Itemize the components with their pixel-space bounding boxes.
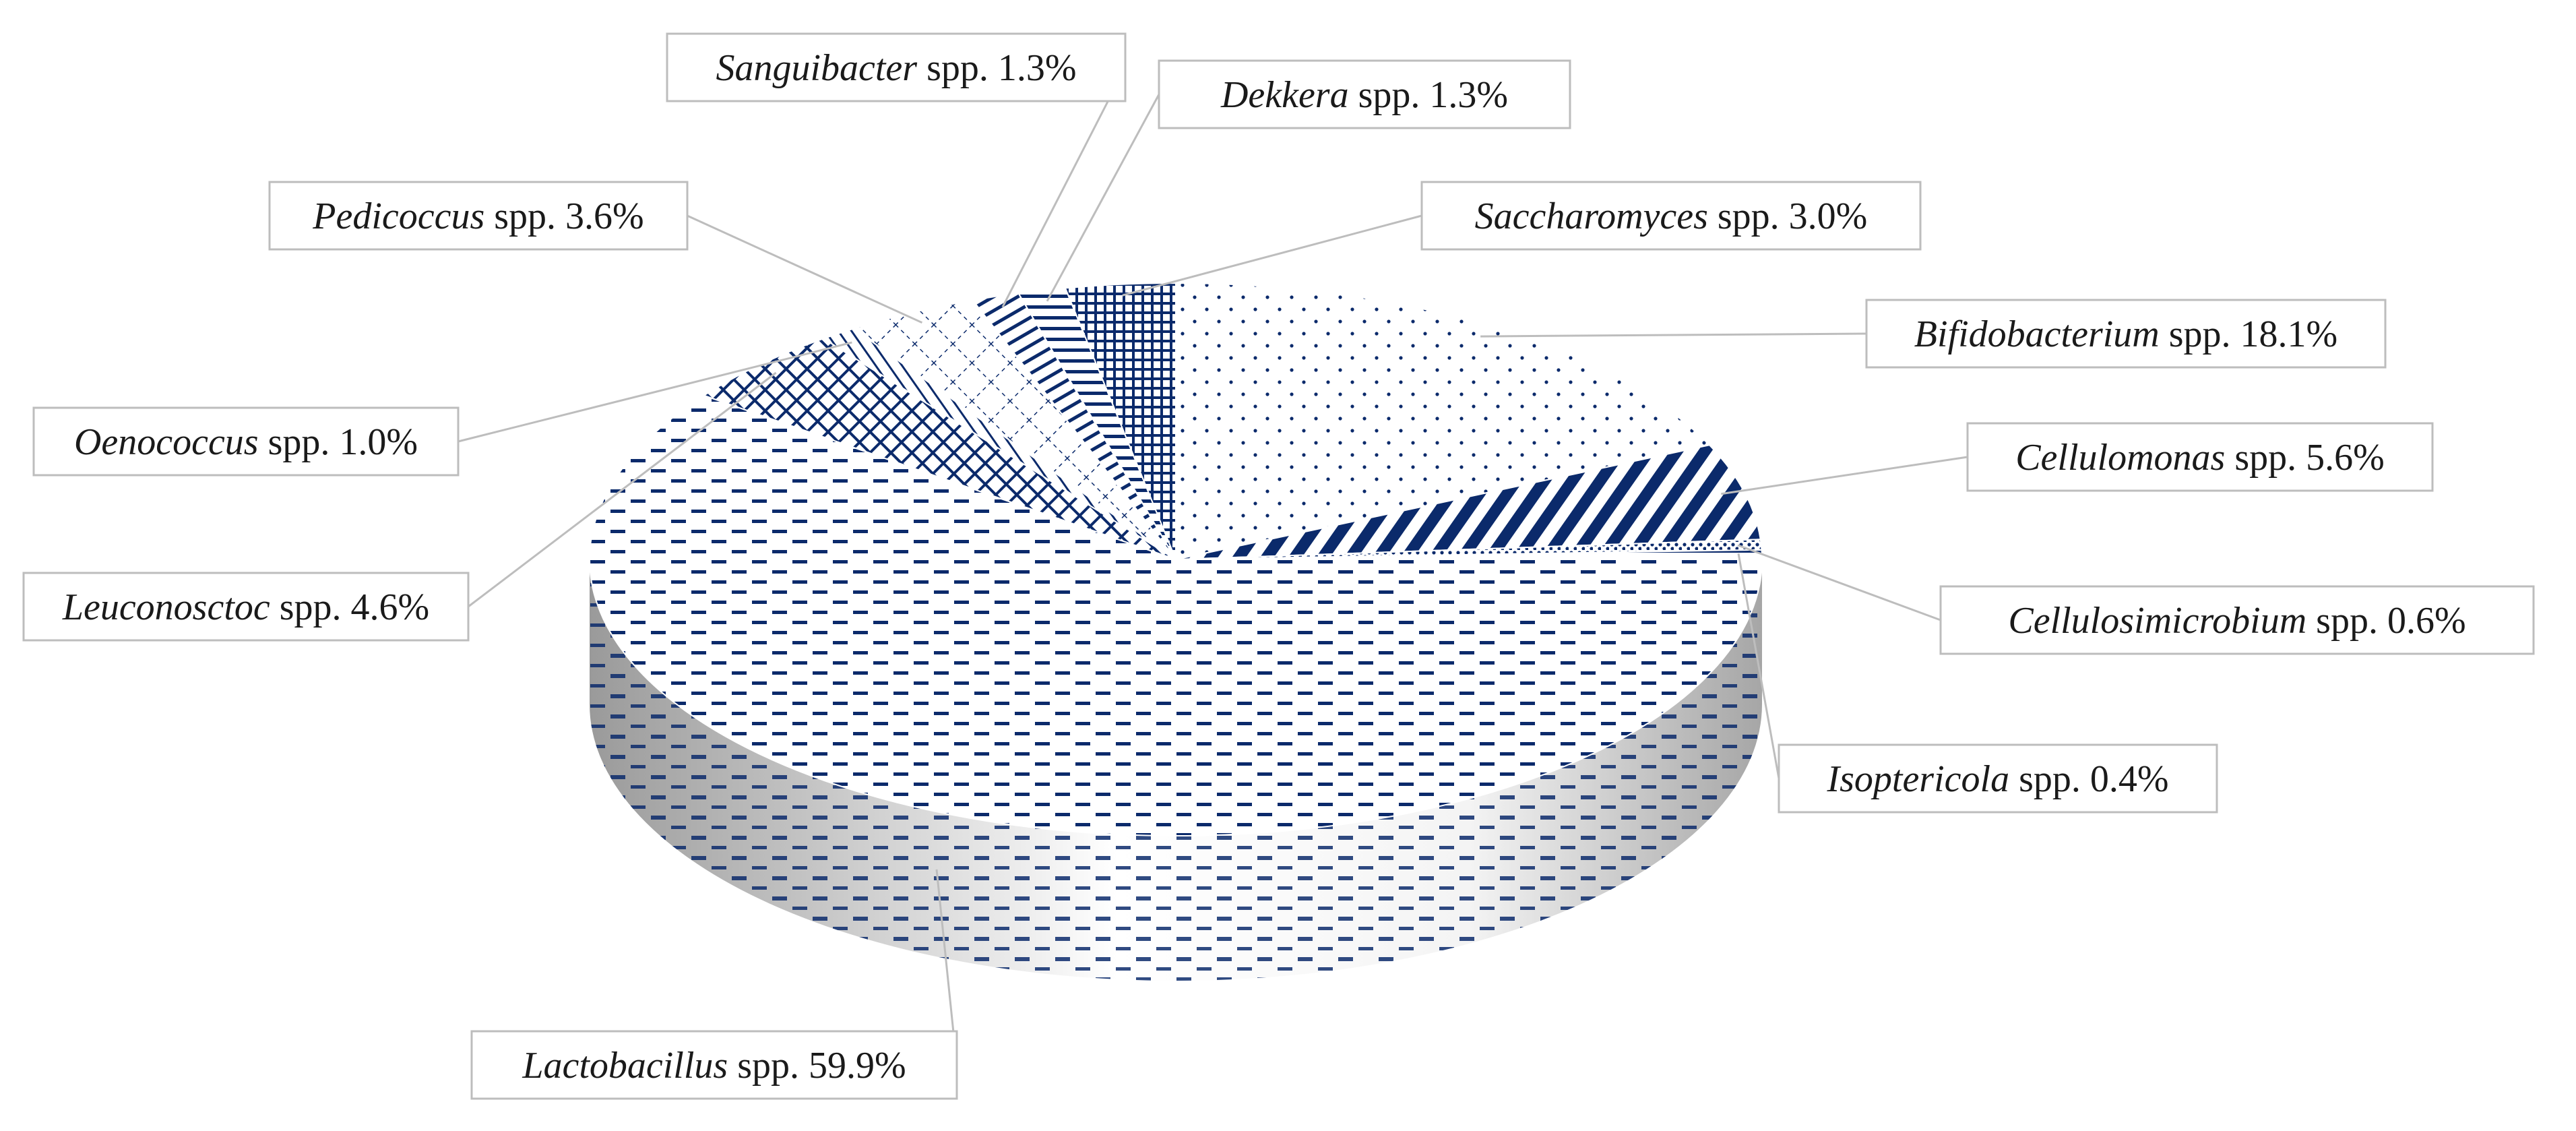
label-box-leuconosctoc <box>22 572 470 642</box>
leader-line-saccharomyces <box>1122 214 1422 297</box>
pie-slice-pedicoccus <box>852 299 1176 560</box>
slice-label-bifidobacterium: Bifidobacterium spp. 18.1% <box>1914 313 2337 355</box>
label-box-oenococcus <box>32 406 460 477</box>
slice-label-genus: Lactobacillus <box>522 1045 728 1087</box>
leader-line-dekkera <box>1046 94 1160 302</box>
slice-label-genus: Cellulomonas <box>2015 437 2225 479</box>
slice-label-genus: Saccharomyces <box>1475 195 1708 237</box>
slice-label-value: spp. 3.6% <box>484 195 643 237</box>
slice-label-genus: Dekkera <box>1220 74 1349 116</box>
leader-line-cellulosimicrobium <box>1737 544 1941 621</box>
slice-label-value: spp. 0.4% <box>2009 758 2168 800</box>
label-box-isoptericola <box>1778 743 2218 814</box>
slice-label-pedicoccus: Pedicoccus spp. 3.6% <box>312 195 643 237</box>
slice-label-value: spp. 1.3% <box>917 47 1076 89</box>
pie-slice-saccharomyces <box>1064 282 1176 560</box>
leader-line-isoptericola <box>1737 553 1780 779</box>
slice-label-genus: Bifidobacterium <box>1914 313 2160 355</box>
slice-label-value: spp. 59.9% <box>728 1045 906 1087</box>
slice-label-value: spp. 1.3% <box>1349 74 1508 116</box>
slice-label-value: spp. 5.6% <box>2225 437 2384 479</box>
slice-label-oenococcus: Oenococcus spp. 1.0% <box>74 421 418 463</box>
label-box-pedicoccus <box>268 181 689 251</box>
label-box-lactobacillus <box>470 1030 958 1100</box>
slice-label-genus: Pedicoccus <box>312 195 484 237</box>
slice-label-cellulosimicrobium: Cellulosimicrobium spp. 0.6% <box>2008 600 2465 642</box>
pie-top <box>589 282 1763 836</box>
leader-line-cellulomonas <box>1721 456 1968 495</box>
label-box-sanguibacter <box>666 32 1127 102</box>
slice-label-value: spp. 0.6% <box>2306 600 2465 642</box>
slice-label-genus: Cellulosimicrobium <box>2008 600 2306 642</box>
slice-label-genus: Oenococcus <box>74 421 259 463</box>
slice-label-genus: Leuconosctoc <box>62 586 270 628</box>
slice-label-isoptericola: Isoptericola spp. 0.4% <box>1826 758 2168 800</box>
leader-line-sanguibacter <box>1001 67 1127 308</box>
slice-label-sanguibacter: Sanguibacter spp. 1.3% <box>716 47 1076 89</box>
slice-label-value: spp. 3.0% <box>1708 195 1867 237</box>
slice-label-leuconosctoc: Leuconosctoc spp. 4.6% <box>62 586 429 628</box>
leader-line-oenococcus <box>458 341 852 443</box>
slice-label-value: spp. 1.0% <box>259 421 418 463</box>
slice-label-value: spp. 4.6% <box>270 586 429 628</box>
label-box-cellulomonas <box>1966 422 2434 492</box>
slice-label-genus: Sanguibacter <box>716 47 917 89</box>
leader-lines <box>458 67 1968 1066</box>
slice-label-value: spp. 18.1% <box>2160 313 2337 355</box>
leader-line-bifidobacterium <box>1480 332 1867 338</box>
slice-label-genus: Isoptericola <box>1826 758 2009 800</box>
label-box-cellulosimicrobium <box>1939 585 2535 655</box>
leader-line-pedicoccus <box>687 214 923 324</box>
label-box-bifidobacterium <box>1865 299 2387 369</box>
label-box-saccharomyces <box>1420 181 1922 251</box>
pie-side-pattern <box>590 559 1762 981</box>
pie-slice-lactobacillus <box>589 394 1763 836</box>
label-box-dekkera <box>1158 59 1571 129</box>
slice-label-lactobacillus: Lactobacillus spp. 59.9% <box>522 1045 906 1087</box>
leader-line-leuconosctoc <box>468 371 777 608</box>
slice-labels: Bifidobacterium spp. 18.1% Cellulomonas s… <box>22 32 2535 1100</box>
pie-slice-bifidobacterium <box>1175 282 1711 561</box>
pie-side <box>590 559 1762 981</box>
slice-label-dekkera: Dekkera spp. 1.3% <box>1220 74 1508 116</box>
slice-label-saccharomyces: Saccharomyces spp. 3.0% <box>1475 195 1868 237</box>
slice-label-cellulomonas: Cellulomonas spp. 5.6% <box>2015 437 2385 479</box>
